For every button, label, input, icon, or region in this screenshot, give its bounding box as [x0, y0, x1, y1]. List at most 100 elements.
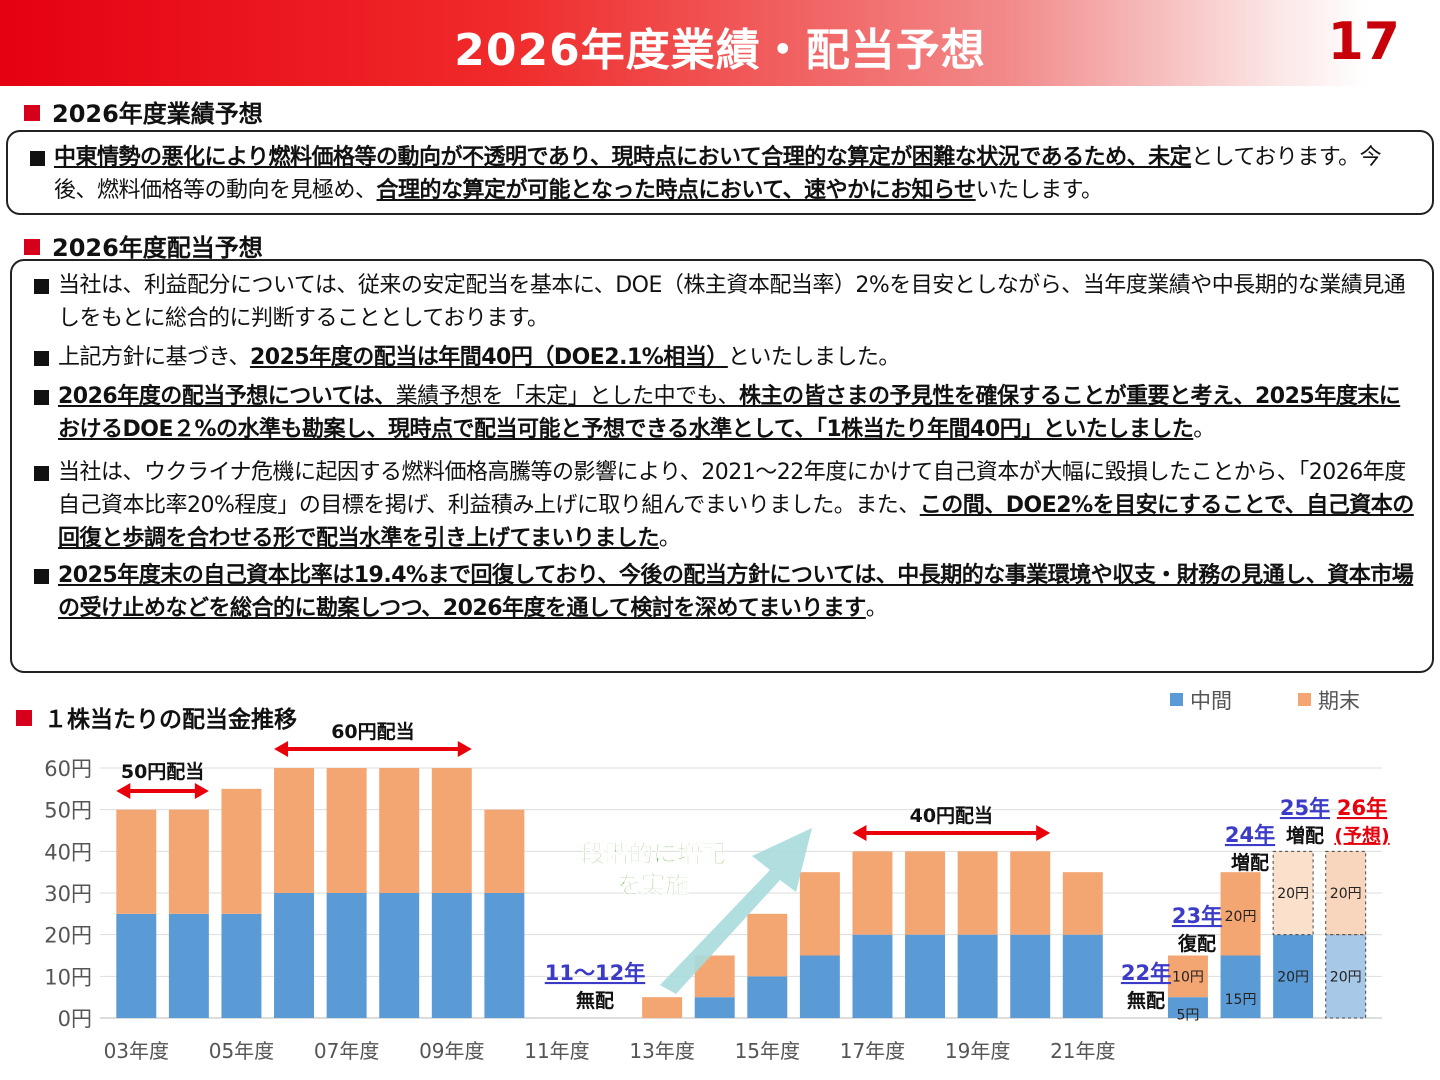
paragraph-run: 2025年度末の自己資本比率は19.4%まで回復しており、今後の配当方針について… [58, 563, 1414, 621]
x-tick-label: 11年度 [524, 1039, 589, 1063]
paragraph-run: 合理的な算定が可能となった時点において、速やかにお知らせ [376, 178, 977, 203]
bar-interim [431, 893, 472, 1018]
bar-value-label: 20円 [1277, 969, 1309, 985]
bar-year-end [1272, 850, 1314, 936]
square-bullet-icon [34, 456, 52, 489]
forecast-paragraphs: 中東情勢の悪化により燃料価格等の動向が不透明であり、現時点において合理的な算定が… [24, 141, 1422, 207]
bar-year-end [168, 809, 209, 914]
bar-interim [221, 913, 262, 1018]
bar-interim [905, 934, 946, 1018]
x-tick-label: 07年度 [314, 1039, 379, 1063]
year-label: 23年 [1172, 904, 1222, 928]
forecast-box: 中東情勢の悪化により燃料価格等の動向が不透明であり、現時点において合理的な算定が… [6, 130, 1434, 215]
square-bullet-icon [34, 559, 52, 592]
bar-interim [957, 934, 998, 1018]
y-tick-label: 40円 [44, 840, 92, 864]
bar-value-label: 20円 [1277, 886, 1309, 902]
bar-interim [1220, 955, 1261, 1018]
paragraph-run: としております。今後、燃料価格等の動向を見極め、 [54, 145, 1382, 203]
bar-interim [168, 913, 209, 1018]
paragraph-run: 業績予想を「未定」とした中でも、 [395, 384, 740, 409]
section-heading-dividend: 2026年度配当予想 [24, 228, 263, 263]
dividend-paragraphs: 当社は、利益配分については、従来の安定配当を基本に、DOE（株主資本配当率）2%… [28, 269, 1420, 625]
paragraph-run: 2026年度の配当予想については、 [58, 384, 396, 409]
paragraph-run: 当社は、利益配分については、従来の安定配当を基本に、DOE（株主資本配当率）2%… [58, 273, 1406, 331]
bar-interim [1010, 934, 1051, 1018]
bar-value-label: 5円 [1176, 1008, 1199, 1024]
bar-interim [747, 976, 788, 1018]
bar-year-end [379, 768, 420, 893]
year-sublabel: (予想) [1334, 824, 1389, 847]
bar-interim [274, 893, 315, 1018]
bar-interim [379, 893, 420, 1018]
paragraph-run: 2025年度の配当は年間40円（DOE2.1%相当） [249, 345, 728, 370]
x-tick-label: 19年度 [945, 1039, 1010, 1063]
x-tick-label: 21年度 [1050, 1039, 1115, 1063]
paragraph-run: 。 [865, 596, 888, 621]
paragraph-run: 。 [1193, 417, 1215, 442]
year-label: 11～12年 [545, 961, 645, 985]
arrow-head-icon [457, 741, 472, 757]
phase-label: を実施 [617, 871, 689, 899]
legend-label: 期末 [1318, 689, 1360, 713]
bar-year-end [852, 851, 893, 935]
bar-interim [799, 955, 840, 1018]
year-label: 22年 [1121, 961, 1171, 985]
bullet-paragraph: 2026年度の配当予想については、業績予想を「未定」とした中でも、株主の皆さまの… [28, 380, 1420, 446]
bar-year-end [799, 872, 840, 956]
paragraph-run: この間、DOE2%を目安にすることで、自己資本の回復と歩調を合わせる形で配当水準… [58, 493, 1414, 551]
bar-year-end [1167, 955, 1208, 998]
page-title: 2026年度業績・配当予想 [454, 25, 986, 76]
bar-year-end [116, 809, 157, 914]
year-label: 25年 [1280, 796, 1330, 820]
bar-year-end [1062, 872, 1103, 935]
bar-year-end [747, 913, 788, 977]
y-tick-label: 30円 [44, 882, 92, 906]
bar-interim [1167, 997, 1208, 1018]
arrow-head-icon [1036, 825, 1051, 841]
year-sublabel: 無配 [576, 989, 614, 1012]
legend-swatch-interim [1170, 693, 1183, 706]
y-tick-label: 20円 [44, 924, 92, 948]
bar-year-end [1010, 851, 1051, 935]
paragraph-run: 株主の皆さまの予見性を確保することが重要と考え、2025年度末におけるDOE２%… [58, 384, 1401, 442]
square-bullet-icon [24, 105, 40, 121]
bar-year-end [905, 851, 946, 935]
year-label: 24年 [1225, 823, 1275, 847]
x-tick-label: 09年度 [419, 1039, 484, 1063]
bullet-paragraph: 上記方針に基づき、2025年度の配当は年間40円（DOE2.1%相当）といたしま… [28, 341, 1420, 374]
bar-year-end [274, 768, 315, 893]
year-sublabel: 復配 [1177, 932, 1216, 955]
x-tick-label: 17年度 [840, 1039, 905, 1063]
bullet-paragraph: 当社は、利益配分については、従来の安定配当を基本に、DOE（株主資本配当率）2%… [28, 269, 1420, 335]
y-tick-label: 50円 [44, 799, 92, 823]
y-tick-label: 0円 [58, 1007, 92, 1031]
legend-label: 中間 [1190, 689, 1232, 713]
title-bar: 2026年度業績・配当予想 17 [0, 0, 1440, 86]
arrow-head-icon [274, 741, 289, 757]
bar-interim [1062, 934, 1103, 1018]
x-tick-label: 05年度 [209, 1039, 274, 1063]
square-bullet-icon [24, 239, 40, 255]
paragraph-run: 上記方針に基づき、 [58, 345, 250, 370]
paragraph-run: いたします。 [975, 178, 1103, 203]
x-tick-label: 03年度 [104, 1039, 169, 1063]
bar-interim [326, 893, 367, 1018]
bar-year-end [484, 809, 525, 893]
dividend-box: 当社は、利益配分については、従来の安定配当を基本に、DOE（株主資本配当率）2%… [10, 259, 1434, 673]
square-bullet-icon [16, 710, 32, 726]
range-label: 60円配当 [331, 720, 414, 743]
bullet-paragraph: 2025年度末の自己資本比率は19.4%まで回復しており、今後の配当方針について… [28, 559, 1420, 625]
square-bullet-icon [34, 380, 52, 413]
year-sublabel: 増配 [1231, 851, 1269, 874]
x-tick-label: 15年度 [735, 1039, 800, 1063]
bar-year-end [1325, 850, 1367, 936]
bar-interim [484, 893, 525, 1018]
square-bullet-icon [34, 341, 52, 374]
section-heading-chart: １株当たりの配当金推移 [16, 700, 297, 734]
bar-year-end [431, 768, 472, 893]
paragraph-run: といたしました。 [727, 345, 901, 370]
bar-year-end [1220, 872, 1261, 956]
growth-arrow-icon [660, 828, 812, 994]
phase-label: 段階的に増配 [581, 840, 725, 868]
